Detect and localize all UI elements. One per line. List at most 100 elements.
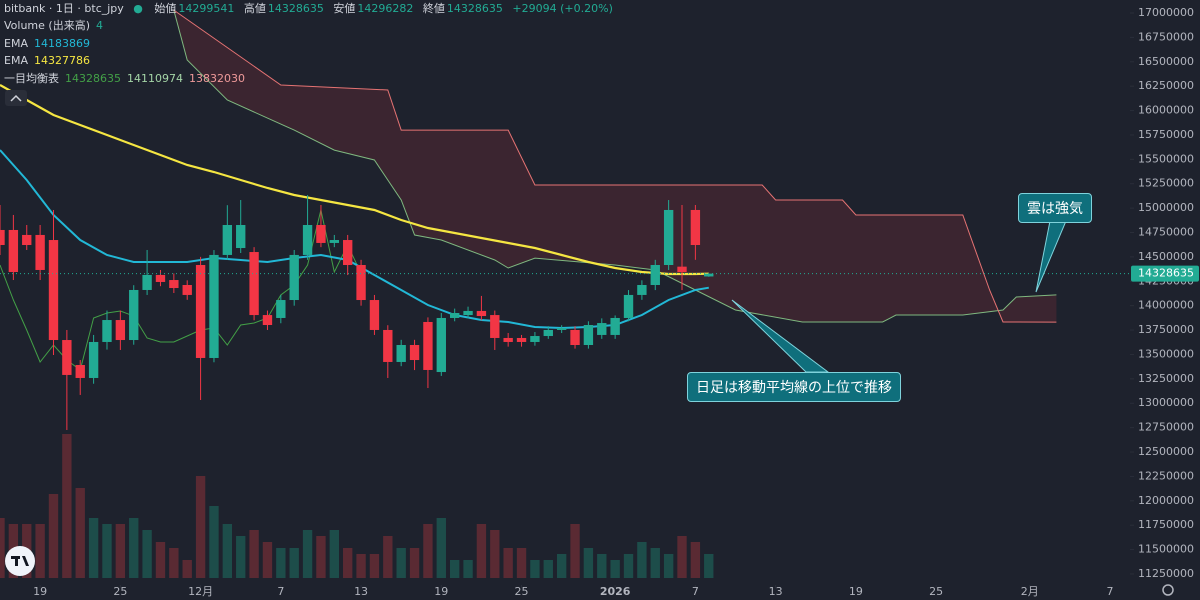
y-tick-label: 13750000 xyxy=(1138,323,1194,336)
y-tick-label: 16250000 xyxy=(1138,79,1194,92)
candle-body xyxy=(423,321,433,370)
volume-bar xyxy=(142,530,152,578)
volume-bar xyxy=(88,518,99,578)
volume-bar xyxy=(302,530,313,578)
candle-body xyxy=(289,254,299,301)
x-tick-label: 2月 xyxy=(1021,585,1039,598)
candle-body xyxy=(623,294,634,318)
y-tick-label: 13000000 xyxy=(1138,396,1194,409)
candle-body xyxy=(663,209,674,265)
y-tick-label: 15500000 xyxy=(1138,152,1194,165)
volume-bar xyxy=(75,488,85,578)
y-tick-label: 12500000 xyxy=(1138,445,1194,458)
x-tick-label: 7 xyxy=(692,585,699,598)
volume-bar xyxy=(276,548,286,578)
legend-value: 14328635 xyxy=(65,72,121,85)
volume-bar xyxy=(182,560,192,578)
legend-value: 14110974 xyxy=(127,72,183,85)
legend-value: 14327786 xyxy=(33,54,90,67)
volume-bar xyxy=(115,524,126,578)
volume-bar xyxy=(209,506,219,578)
candle-body xyxy=(463,310,473,316)
ohlc-label: 終値 xyxy=(422,2,445,15)
ichimoku-line xyxy=(0,209,362,371)
volume-bar xyxy=(530,560,540,578)
candle-body xyxy=(556,328,567,330)
ohlc-value: 14299541 xyxy=(178,2,235,15)
legend-row: 一目均衡表 14328635 14110974 13832030 xyxy=(4,72,251,86)
candle-body xyxy=(677,266,687,273)
candle-body xyxy=(597,323,607,335)
button-bg[interactable] xyxy=(5,90,27,106)
candle-body xyxy=(316,225,326,243)
volume-value: 4 xyxy=(96,19,103,32)
y-tick-label: 16500000 xyxy=(1138,55,1194,68)
candle-body xyxy=(530,336,540,342)
candle-body xyxy=(0,229,5,245)
candle-body xyxy=(329,240,339,243)
candle-body xyxy=(209,254,219,358)
y-tick-label: 16750000 xyxy=(1138,30,1194,43)
volume-bar xyxy=(48,494,59,578)
gear[interactable] xyxy=(1162,584,1174,596)
volume-bar xyxy=(436,518,446,578)
volume-bar xyxy=(490,530,500,578)
candle-body xyxy=(356,265,366,301)
volume-bar xyxy=(262,542,273,578)
candle-body xyxy=(490,315,500,338)
volume-bar xyxy=(369,554,380,578)
logo-shape xyxy=(15,556,18,566)
candle-body xyxy=(637,285,647,295)
chevron-icon xyxy=(10,94,22,102)
volume-bar xyxy=(704,554,714,578)
volume-bar xyxy=(583,548,594,578)
x-tick-label: 25 xyxy=(113,585,127,598)
candle-body xyxy=(543,329,553,337)
legend-row: bitbank · 1日 · btc_jpy ● 始値 14299541 高値 14… xyxy=(4,2,619,16)
volume-bar xyxy=(597,554,607,578)
volume-bar xyxy=(503,548,513,578)
y-tick-label: 11750000 xyxy=(1138,518,1194,531)
legend-label: 一目均衡表 xyxy=(4,72,59,85)
volume-bar xyxy=(249,530,259,578)
legend-label: EMA xyxy=(4,37,28,50)
volume-bar xyxy=(343,548,353,578)
volume-bar xyxy=(690,542,701,578)
volume-bar xyxy=(637,542,647,578)
x-tick-label: 13 xyxy=(769,585,783,598)
ohlc-label: 安値 xyxy=(333,2,356,15)
ichimoku-line xyxy=(173,9,1057,323)
legend-value: 14183869 xyxy=(33,37,90,50)
y-tick-label: 14500000 xyxy=(1138,250,1194,263)
volume-bar xyxy=(623,554,634,578)
candle-body xyxy=(102,320,112,342)
collapse-button[interactable] xyxy=(5,90,27,106)
x-tick-label: 25 xyxy=(929,585,943,598)
logo-shape xyxy=(22,556,29,566)
candle-body xyxy=(690,209,701,245)
x-tick-label: 7 xyxy=(277,585,284,598)
volume-bar xyxy=(155,542,166,578)
y-tick-label: 13500000 xyxy=(1138,347,1194,360)
x-tick-label: 13 xyxy=(354,585,368,598)
legend-row: Volume (出来高) 4 xyxy=(4,19,109,33)
candle-body xyxy=(476,310,487,317)
cloud-layer xyxy=(173,10,1057,323)
callout-pointer xyxy=(1035,220,1067,293)
ohlc-label: 高値 xyxy=(243,2,266,15)
ohlc-value: 14328635 xyxy=(446,2,503,15)
y-tick-label: 15750000 xyxy=(1138,128,1194,141)
candle-body xyxy=(88,341,99,378)
settings-icon[interactable] xyxy=(1162,584,1174,596)
ichimoku-line xyxy=(173,9,1057,323)
change-value: +29094 (+0.20%) xyxy=(512,2,613,15)
x-tick-label: 19 xyxy=(434,585,448,598)
annotation-callout: 日足は移動平均線の上位で推移 xyxy=(687,372,901,402)
legend-row: EMA 14183869 xyxy=(4,37,96,51)
volume-bar xyxy=(62,434,72,578)
volume-bar xyxy=(0,518,5,578)
volume-bar xyxy=(316,536,326,578)
last-price-box xyxy=(1131,265,1199,282)
volume-bar xyxy=(610,560,620,578)
volume-bar xyxy=(516,548,527,578)
